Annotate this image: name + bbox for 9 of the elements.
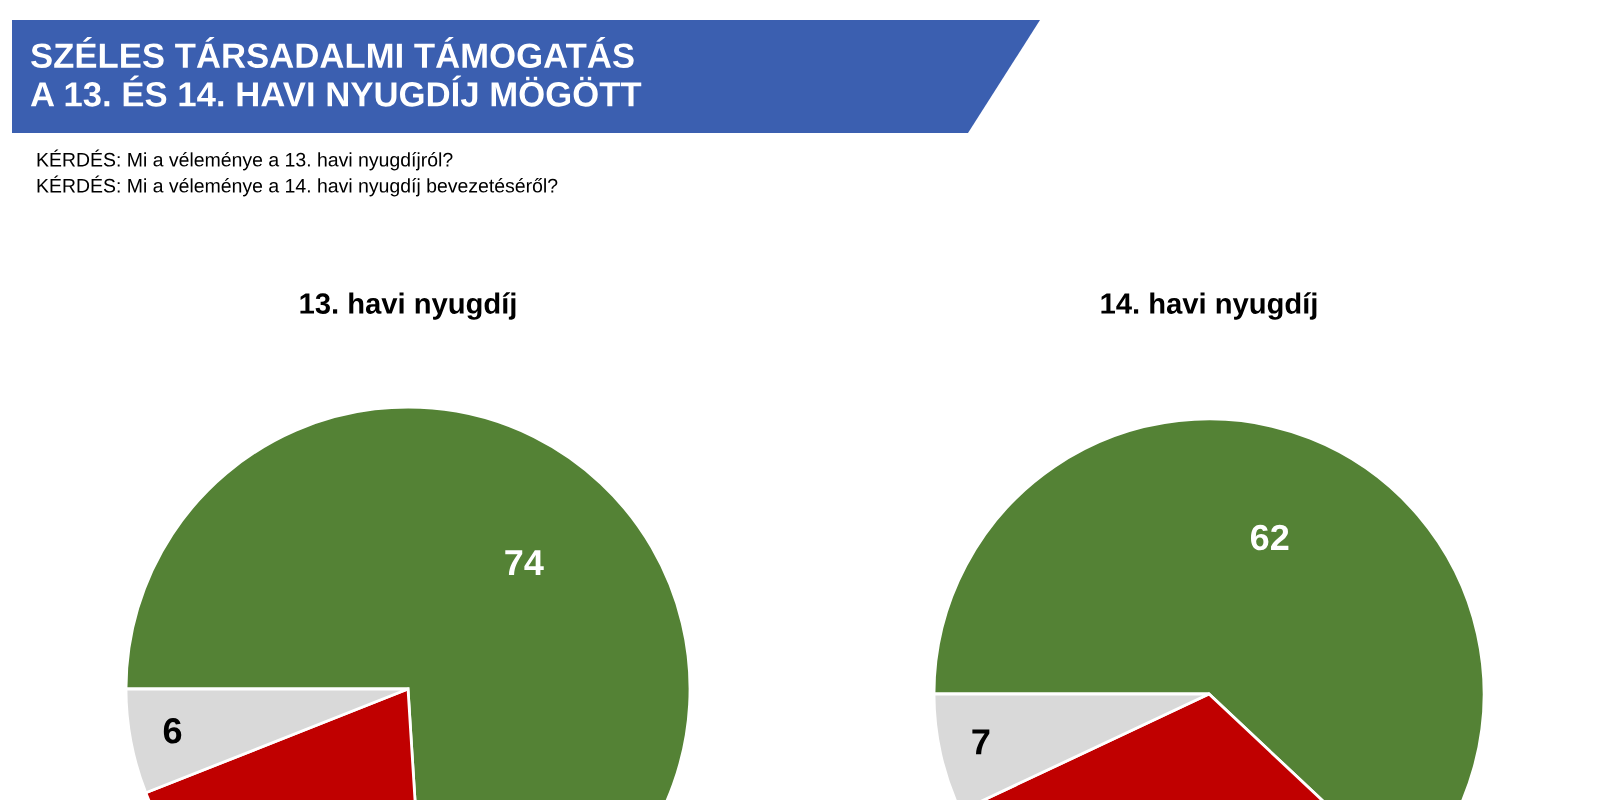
- data-label: 74: [505, 550, 544, 575]
- text: KÉRDÉS: Mi a véleménye a 13. havi nyugdíjról?: [37, 149, 453, 171]
- chart-title: 14. havi nyugdíj: [1101, 292, 1317, 320]
- data-label: 62: [1250, 524, 1289, 551]
- chart-title: 13. havi nyugdíj: [300, 292, 516, 320]
- data-label: 7: [972, 729, 990, 755]
- text: KÉRDÉS: Mi a véleménye a 14. havi nyugdíj bevezetéséről?: [37, 175, 558, 197]
- text: SZÉLES TÁRSADALMI TÁMOGATÁS A 13. ÉS 14. HAVI NYUGDÍJ MÖGÖTT: [30, 36, 642, 107]
- data-label: 6: [163, 718, 182, 744]
